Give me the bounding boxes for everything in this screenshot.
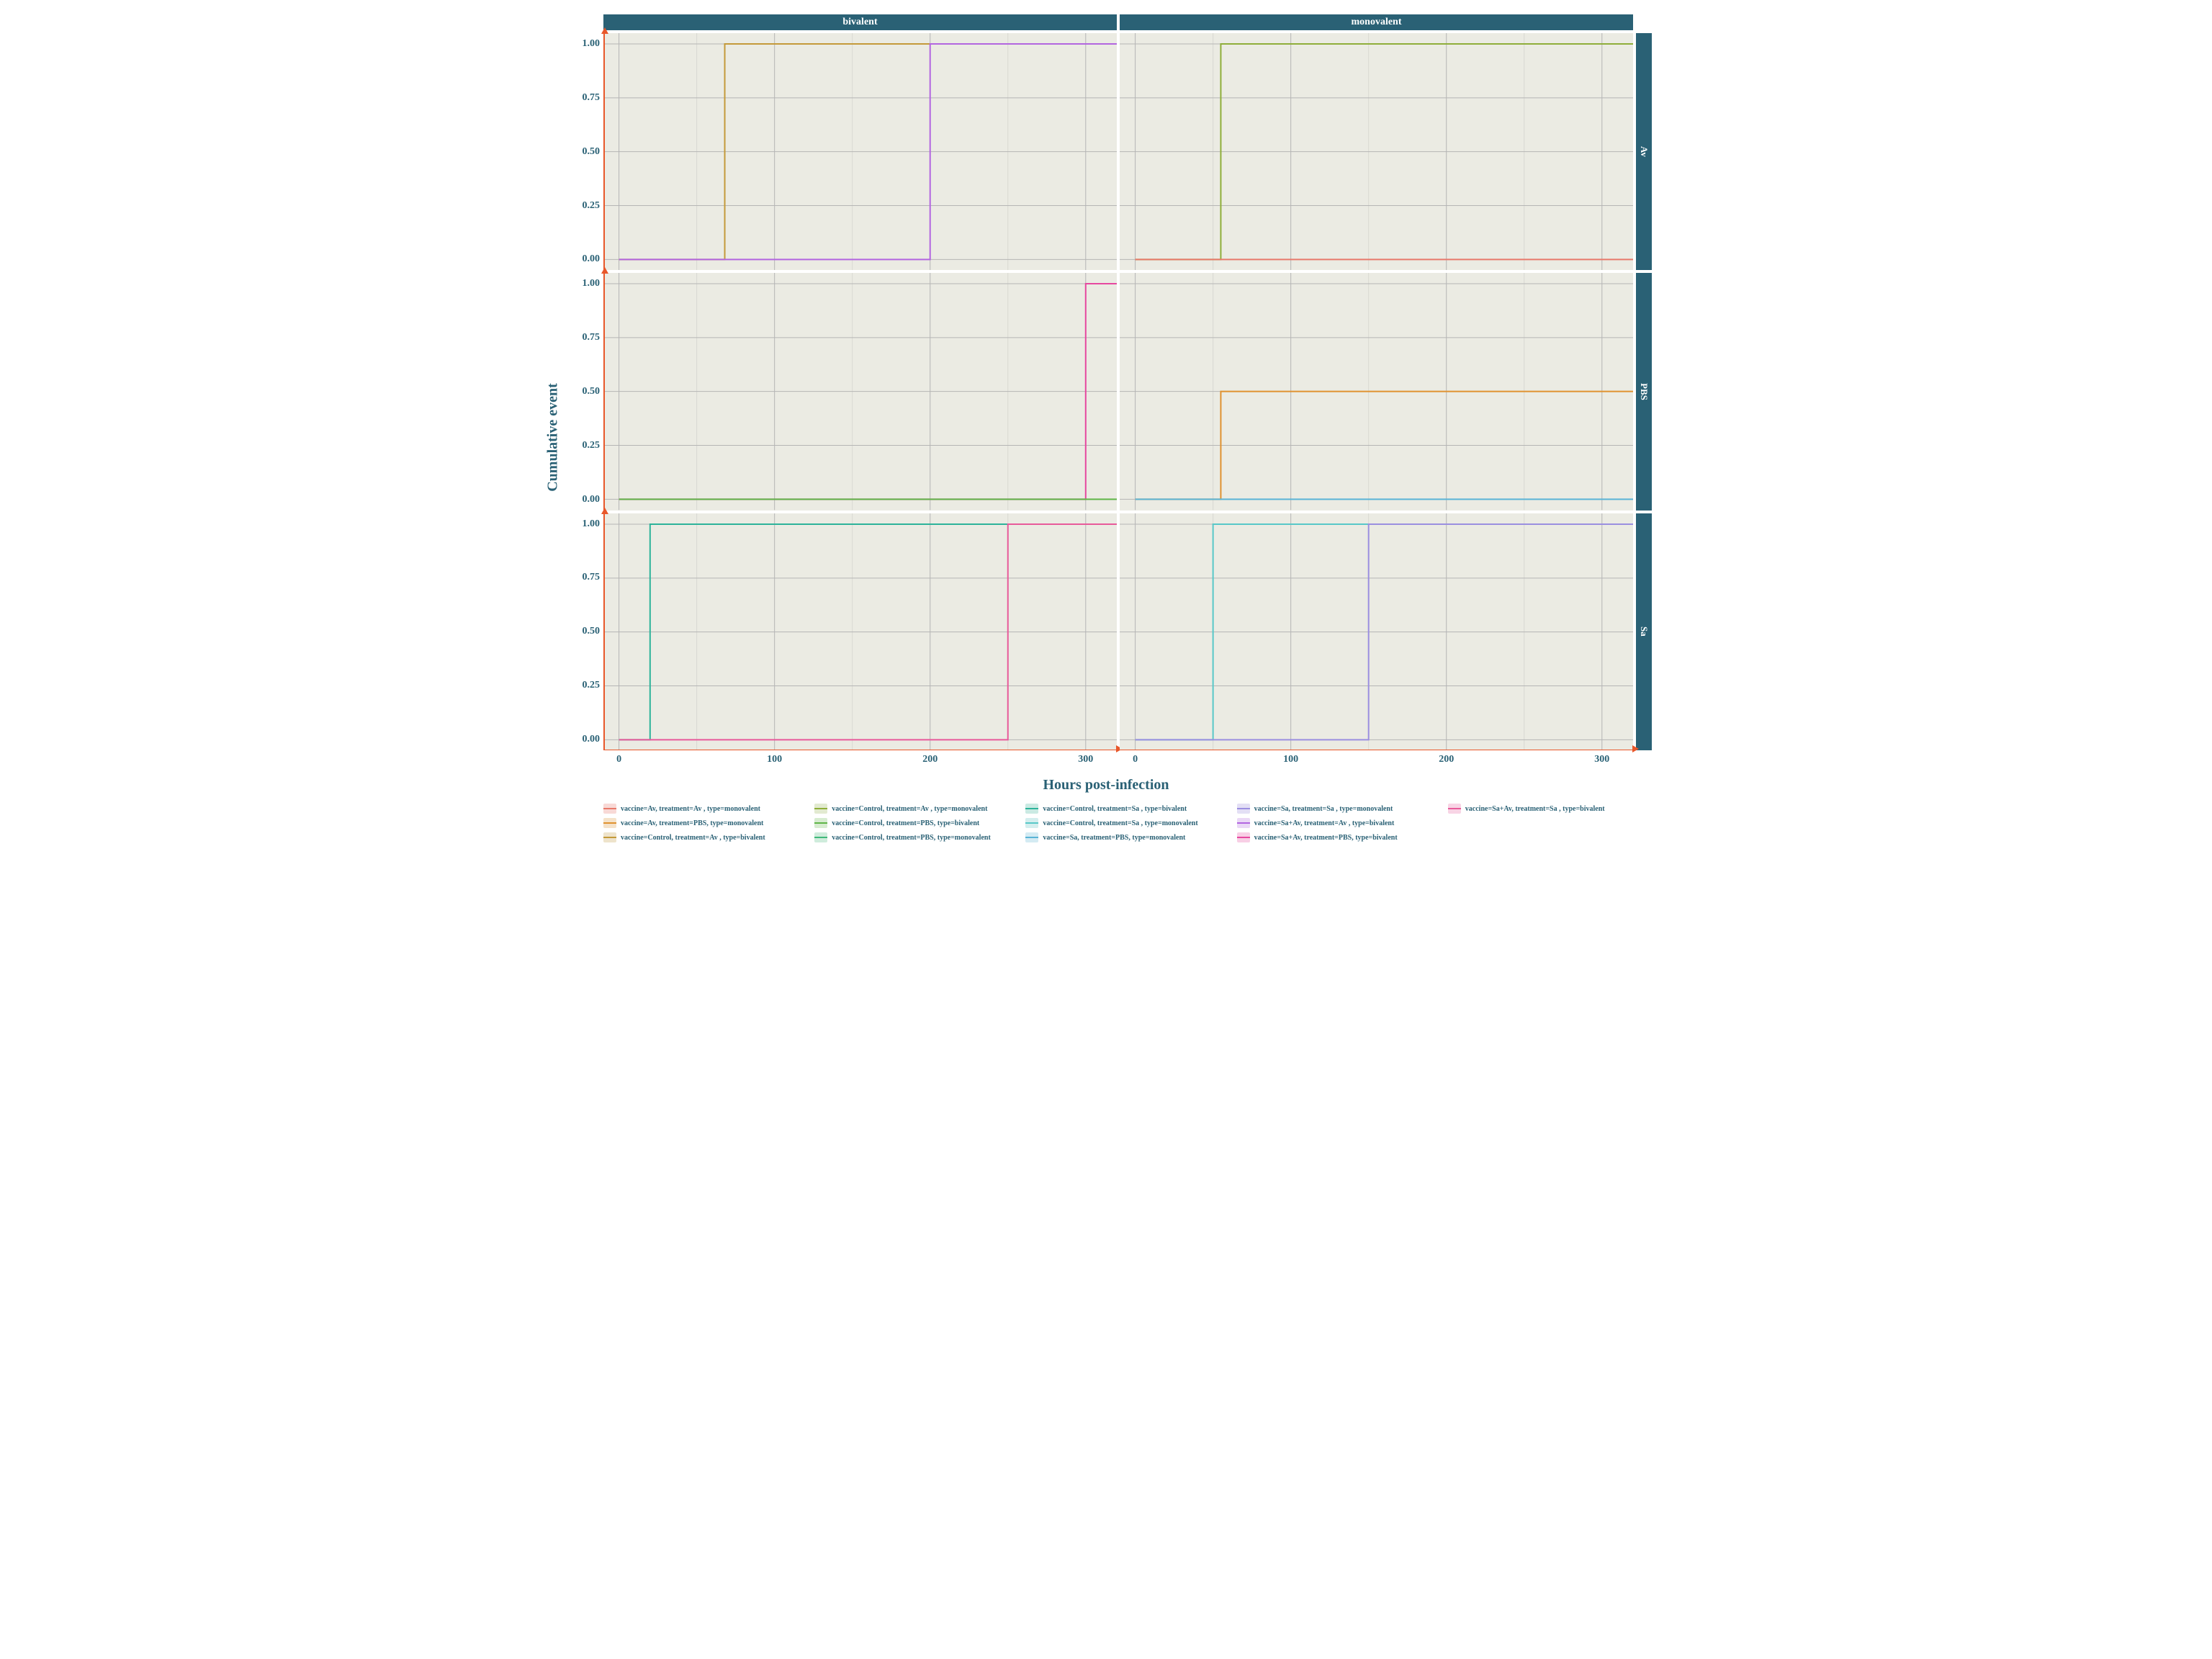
legend-label: vaccine=Sa+Av, treatment=Sa , type=bival… [1465, 805, 1605, 813]
legend-item: vaccine=Control, treatment=Av , type=mon… [814, 802, 1018, 815]
row-header: Av [1636, 33, 1652, 270]
legend-label: vaccine=Av, treatment=Av , type=monovale… [621, 805, 760, 813]
legend-item: vaccine=Av, treatment=PBS, type=monovale… [603, 817, 807, 830]
legend-label: vaccine=Control, treatment=Av , type=biv… [621, 834, 765, 842]
legend-label: vaccine=Control, treatment=Sa , type=biv… [1043, 805, 1187, 813]
col-header: bivalent [603, 14, 1117, 30]
legend-label: vaccine=Sa, treatment=PBS, type=monovale… [1043, 834, 1185, 842]
faceted-step-chart: Cumulative event Hours post-infection bi… [553, 14, 1659, 844]
legend-item: vaccine=Control, treatment=PBS, type=mon… [814, 831, 1018, 844]
panel: 0.000.250.500.751.00 [603, 33, 1117, 270]
legend-label: vaccine=Sa+Av, treatment=PBS, type=bival… [1254, 834, 1398, 842]
panel: 0100200300 [1120, 513, 1633, 750]
legend-label: vaccine=Sa, treatment=Sa , type=monovale… [1254, 805, 1393, 813]
row-header: Sa [1636, 513, 1652, 750]
legend-item: vaccine=Control, treatment=PBS, type=biv… [814, 817, 1018, 830]
legend: vaccine=Av, treatment=Av , type=monovale… [603, 802, 1652, 844]
panel: 0.000.250.500.751.00 [603, 273, 1117, 510]
panel: 0.000.250.500.751.000100200300 [603, 513, 1117, 750]
legend-label: vaccine=Sa+Av, treatment=Av , type=bival… [1254, 819, 1395, 827]
legend-label: vaccine=Control, treatment=PBS, type=mon… [832, 834, 991, 842]
legend-item: vaccine=Sa+Av, treatment=Av , type=bival… [1237, 817, 1441, 830]
legend-item: vaccine=Sa, treatment=PBS, type=monovale… [1025, 831, 1229, 844]
legend-label: vaccine=Av, treatment=PBS, type=monovale… [621, 819, 763, 827]
legend-item [1448, 831, 1652, 844]
legend-item: vaccine=Control, treatment=Sa , type=biv… [1025, 802, 1229, 815]
col-header: monovalent [1120, 14, 1633, 30]
panel [1120, 273, 1633, 510]
x-axis-title: Hours post-infection [1043, 777, 1169, 793]
legend-item: vaccine=Sa+Av, treatment=Sa , type=bival… [1448, 802, 1652, 815]
legend-item: vaccine=Sa+Av, treatment=PBS, type=bival… [1237, 831, 1441, 844]
legend-item [1448, 817, 1652, 830]
legend-label: vaccine=Control, treatment=Sa , type=mon… [1043, 819, 1197, 827]
y-axis-title: Cumulative event [545, 383, 562, 492]
row-header: PBS [1636, 273, 1652, 510]
legend-item: vaccine=Control, treatment=Sa , type=mon… [1025, 817, 1229, 830]
legend-item: vaccine=Sa, treatment=Sa , type=monovale… [1237, 802, 1441, 815]
facet-grid: bivalentmonovalent0.000.250.500.751.00Av… [603, 14, 1652, 750]
legend-label: vaccine=Control, treatment=PBS, type=biv… [832, 819, 979, 827]
panel [1120, 33, 1633, 270]
legend-label: vaccine=Control, treatment=Av , type=mon… [832, 805, 987, 813]
legend-item: vaccine=Av, treatment=Av , type=monovale… [603, 802, 807, 815]
legend-item: vaccine=Control, treatment=Av , type=biv… [603, 831, 807, 844]
